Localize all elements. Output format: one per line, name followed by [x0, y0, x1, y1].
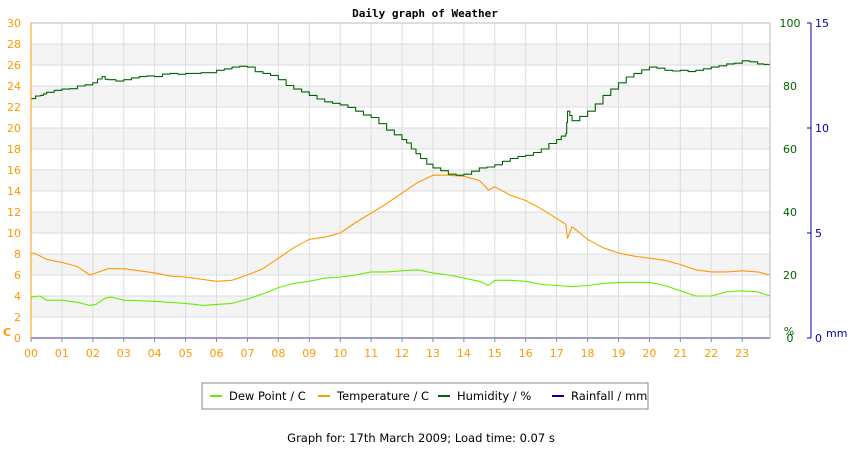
- series-line: [30, 269, 771, 306]
- left-tick-label: 24: [7, 80, 21, 93]
- grid-band: [31, 212, 770, 233]
- x-tick-label: 12: [395, 347, 409, 360]
- legend-box: [201, 382, 649, 410]
- left-tick-label: 8: [14, 248, 21, 261]
- left-tick-label: 22: [7, 101, 21, 114]
- grid-band: [31, 65, 770, 86]
- x-tick-label: 23: [735, 347, 749, 360]
- grid-band: [31, 275, 770, 296]
- left-tick-label: 18: [7, 143, 21, 156]
- right2-tick-label: 15: [815, 17, 829, 30]
- grid-band: [31, 44, 770, 65]
- grid-band: [31, 149, 770, 170]
- grid-band: [31, 170, 770, 191]
- series-line: [31, 60, 771, 176]
- x-tick-label: 09: [302, 347, 316, 360]
- left-tick-label: 28: [7, 38, 21, 51]
- right1-axis-unit: %: [784, 325, 794, 338]
- left-tick-label: 26: [7, 59, 21, 72]
- grid-band: [31, 23, 770, 44]
- x-tick-label: 17: [550, 347, 564, 360]
- x-tick-label: 14: [457, 347, 471, 360]
- right1-tick-label: 0: [787, 332, 794, 345]
- x-tick-label: 04: [148, 347, 162, 360]
- legend-label: Temperature / C: [336, 389, 429, 403]
- right2-tick-label: 0: [815, 332, 822, 345]
- right2-tick-label: 10: [815, 122, 829, 135]
- chart-footer: Graph for: 17th March 2009; Load time: 0…: [287, 431, 555, 445]
- grid-band: [31, 254, 770, 275]
- right2-axis-unit: mm: [826, 327, 847, 340]
- grid: [30, 22, 770, 339]
- x-tick-label: 16: [519, 347, 533, 360]
- grid-band: [31, 317, 770, 338]
- left-tick-label: 2: [14, 311, 21, 324]
- x-tick-label: 20: [642, 347, 656, 360]
- x-tick-label: 01: [55, 347, 69, 360]
- right1-tick-label: 80: [783, 80, 797, 93]
- x-tick-label: 21: [673, 347, 687, 360]
- x-tick-label: 13: [426, 347, 440, 360]
- left-axis-unit: C: [3, 326, 11, 339]
- x-tick-label: 05: [179, 347, 193, 360]
- x-tick-label: 07: [240, 347, 254, 360]
- left-tick-label: 20: [7, 122, 21, 135]
- right2-tick-label: 5: [815, 227, 822, 240]
- x-tick-label: 03: [117, 347, 131, 360]
- chart-title: Daily graph of Weather: [352, 7, 498, 20]
- x-tick-label: 02: [86, 347, 100, 360]
- grid-band: [31, 233, 770, 254]
- x-tick-label: 15: [488, 347, 502, 360]
- x-tick-label: 22: [704, 347, 718, 360]
- grid-band: [31, 191, 770, 212]
- left-tick-label: 12: [7, 206, 21, 219]
- left-tick-label: 16: [7, 164, 21, 177]
- right1-tick-label: 40: [783, 206, 797, 219]
- legend-label: Humidity / %: [457, 389, 531, 403]
- x-tick-label: 11: [364, 347, 378, 360]
- grid-band: [31, 86, 770, 107]
- grid-band: [31, 128, 770, 149]
- right1-tick-label: 100: [780, 17, 801, 30]
- grid-band: [31, 107, 770, 128]
- right1-tick-label: 20: [783, 269, 797, 282]
- x-tick-label: 08: [271, 347, 285, 360]
- left-tick-label: 10: [7, 227, 21, 240]
- legend-label: Dew Point / C: [229, 389, 306, 403]
- x-tick-label: 19: [611, 347, 625, 360]
- left-tick-label: 30: [7, 17, 21, 30]
- left-tick-label: 6: [14, 269, 21, 282]
- grid-band: [31, 296, 770, 317]
- x-tick-label: 18: [581, 347, 595, 360]
- left-tick-label: 0: [14, 332, 21, 345]
- x-tick-label: 06: [210, 347, 224, 360]
- legend-label: Rainfall / mm: [571, 389, 647, 403]
- legend: Dew Point / C Temperature / C Humidity / %…: [201, 382, 649, 410]
- series-line: [30, 174, 771, 282]
- left-tick-label: 14: [7, 185, 21, 198]
- left-tick-label: 4: [14, 290, 21, 303]
- right1-tick-label: 60: [783, 143, 797, 156]
- x-tick-label: 10: [333, 347, 347, 360]
- x-tick-label: 00: [24, 347, 38, 360]
- plot-background: [31, 23, 770, 338]
